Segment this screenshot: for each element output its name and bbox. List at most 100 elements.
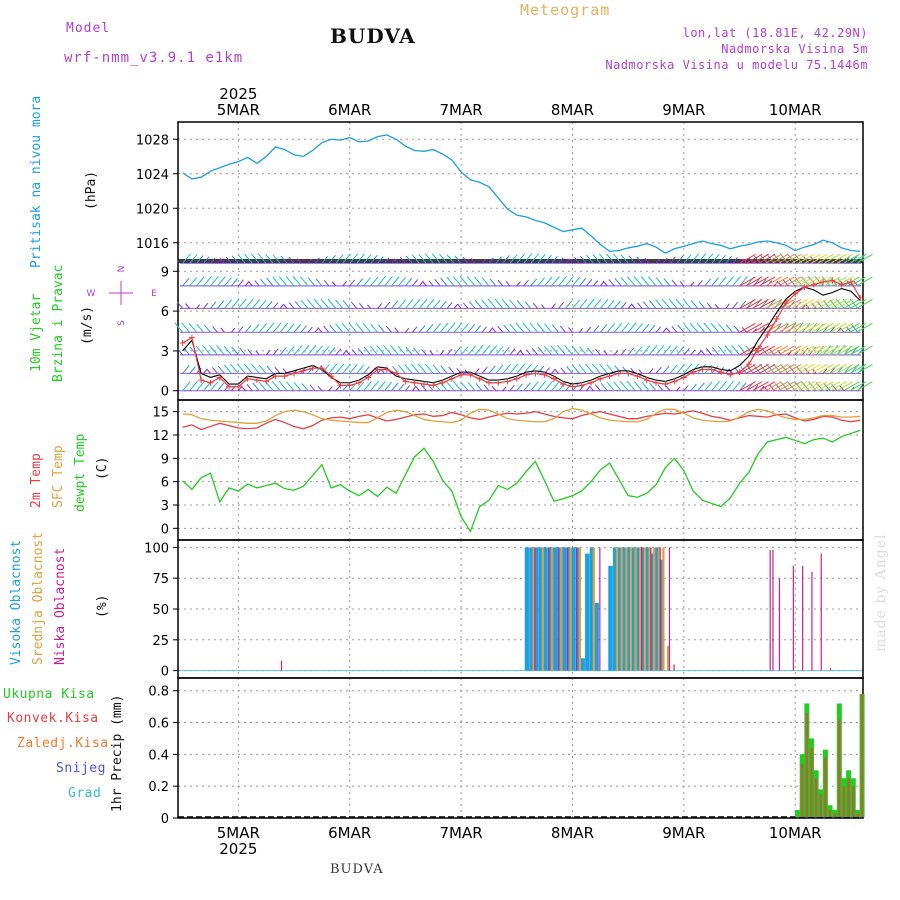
wind-barb-strong xyxy=(830,276,847,287)
wind-speed-marker xyxy=(615,370,622,377)
wind-barb xyxy=(648,276,657,287)
wind-barb xyxy=(421,348,427,356)
wind-speed-marker xyxy=(495,379,502,386)
wind-barb xyxy=(690,349,696,356)
high-cloud-bar xyxy=(640,547,646,671)
wind-barb xyxy=(613,322,623,333)
wind-speed-marker xyxy=(244,375,251,382)
wind-barb-strong xyxy=(804,381,821,392)
wind-barb xyxy=(321,256,328,264)
wind-barb xyxy=(626,380,636,392)
wind-speed-marker xyxy=(226,383,233,390)
wind-barb xyxy=(655,344,665,356)
conv-precip-bar xyxy=(819,794,822,817)
temp2m-line xyxy=(182,410,861,431)
wind-barb xyxy=(530,253,539,264)
wind-barb xyxy=(638,369,643,374)
wind-barb xyxy=(524,301,532,309)
wind-barb xyxy=(739,276,748,287)
wind-barb xyxy=(655,326,662,333)
wind-barb xyxy=(829,367,836,374)
wind-barb xyxy=(432,299,441,309)
wind-barb xyxy=(572,383,579,392)
wind-barb xyxy=(817,301,824,309)
wind-barb xyxy=(278,380,288,392)
wind-barb xyxy=(627,303,633,309)
wind-barb xyxy=(489,278,497,287)
wind-barb xyxy=(468,301,476,309)
wind-barb xyxy=(829,326,836,333)
low-cloud-bar xyxy=(829,668,832,671)
wind-barb xyxy=(669,345,678,356)
wind-barb-strong xyxy=(791,381,808,392)
panel-frame xyxy=(177,121,864,261)
wind-barb xyxy=(595,348,601,356)
wind-barb xyxy=(725,368,730,374)
y-tick-label: 9 xyxy=(161,452,169,467)
wind-barb xyxy=(491,385,497,392)
wind-barb xyxy=(697,382,705,392)
wind-barb-strong xyxy=(810,381,828,392)
wind-speed-marker xyxy=(680,374,687,381)
wind-barb-strong xyxy=(778,276,795,287)
y-tick-label: 12 xyxy=(152,429,169,444)
wind-barb xyxy=(357,347,365,356)
wind-barb xyxy=(474,276,483,287)
wind-barb xyxy=(509,363,519,374)
wind-barb-strong xyxy=(797,364,815,374)
wind-barb xyxy=(323,279,330,287)
wind-barb xyxy=(613,300,621,309)
high-cloud-bar xyxy=(580,658,585,671)
wind-barb xyxy=(182,365,190,374)
wind-barb xyxy=(265,349,271,356)
high-cloud-bar xyxy=(659,559,664,671)
high-cloud-bar xyxy=(571,547,576,671)
y-tick-label: 75 xyxy=(152,572,169,587)
wind-speed-marker xyxy=(736,369,743,376)
wind-barb xyxy=(696,322,706,333)
wind-barb xyxy=(257,253,267,264)
bottom-date-label: 5MAR xyxy=(217,824,260,842)
wind-barb xyxy=(189,366,196,374)
wind-speed-marker xyxy=(523,371,530,378)
wind-barb xyxy=(481,344,491,356)
wind-barb xyxy=(418,325,426,333)
wind-barb xyxy=(565,276,574,287)
wind-barb xyxy=(509,384,515,392)
high-cloud-bar xyxy=(566,547,572,671)
wind-barb xyxy=(579,255,587,264)
wind-barb xyxy=(439,300,447,309)
wind-barb-strong xyxy=(765,299,782,309)
wind-barb xyxy=(578,364,587,374)
wind-barb xyxy=(434,278,441,287)
wind-barb xyxy=(515,322,525,333)
wind-barb xyxy=(488,328,493,333)
wind-speed-marker xyxy=(337,382,344,389)
wind-barb-strong xyxy=(758,364,776,374)
wind-speed-marker xyxy=(448,375,455,382)
wind-barb-strong xyxy=(843,322,860,333)
conv-precip-bar xyxy=(810,748,813,817)
y-tick-label: 0 xyxy=(161,665,169,680)
wind-barb xyxy=(210,276,219,287)
wind-barb xyxy=(356,364,364,374)
wind-barb-strong xyxy=(771,345,789,356)
y-tick-label: 1024 xyxy=(136,168,169,183)
wind-barb xyxy=(292,276,302,287)
wind-barb xyxy=(370,255,378,264)
wind-barb xyxy=(487,298,497,309)
wind-barb xyxy=(314,257,320,264)
model-name: wrf-nmm_v3.9.1 e1km xyxy=(64,50,244,66)
wind-barb xyxy=(572,365,580,374)
wind-barb xyxy=(537,277,545,287)
wind-barb-strong xyxy=(823,299,841,309)
wind-barb xyxy=(459,275,469,287)
wind-barb xyxy=(356,381,365,392)
wind-barb xyxy=(288,302,295,309)
wind-barb xyxy=(509,323,518,333)
wind-barb xyxy=(429,350,434,356)
wind-speed-marker xyxy=(597,375,604,382)
wind-barb xyxy=(397,345,406,356)
wind-barb-strong xyxy=(856,364,873,374)
low-cloud-bar xyxy=(548,547,550,671)
